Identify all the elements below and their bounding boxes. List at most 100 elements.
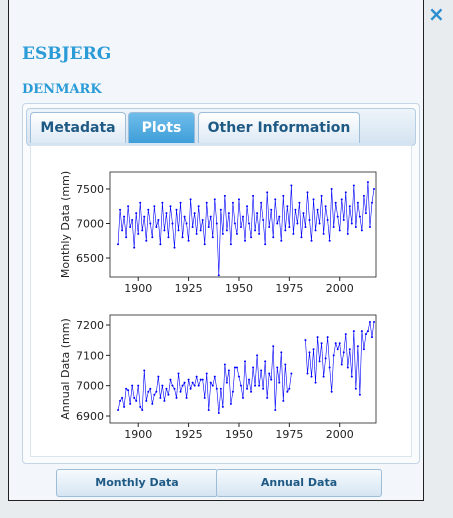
data-point <box>205 372 208 375</box>
data-point <box>119 399 122 402</box>
data-point <box>352 184 355 187</box>
data-point <box>229 243 232 246</box>
data-point <box>223 363 226 366</box>
data-point <box>123 405 126 408</box>
data-point <box>360 229 363 232</box>
data-point <box>358 215 361 218</box>
data-point <box>173 387 176 390</box>
data-point <box>294 208 297 211</box>
data-point <box>312 348 315 351</box>
data-point <box>328 239 331 242</box>
data-point <box>274 198 277 201</box>
data-point <box>143 369 146 372</box>
x-tick-label: 1900 <box>124 282 152 295</box>
data-point <box>153 393 156 396</box>
data-point <box>163 399 166 402</box>
y-tick-label: 7000 <box>76 217 104 230</box>
data-point <box>191 381 194 384</box>
data-point <box>183 381 186 384</box>
data-point <box>344 333 347 336</box>
data-point <box>290 372 293 375</box>
data-point <box>187 378 190 381</box>
data-point <box>239 225 242 228</box>
data-point <box>141 408 144 411</box>
data-point <box>318 222 321 225</box>
data-point <box>282 399 285 402</box>
y-tick-label: 6900 <box>76 410 104 423</box>
data-point <box>119 208 122 211</box>
data-point <box>352 330 355 333</box>
tab[interactable]: Other Information <box>198 112 360 143</box>
data-point <box>125 236 128 239</box>
data-point <box>316 208 319 211</box>
data-point <box>147 208 150 211</box>
data-point <box>195 232 198 235</box>
data-point <box>350 375 353 378</box>
data-point <box>225 381 228 384</box>
data-point <box>310 375 313 378</box>
data-point <box>123 215 126 218</box>
data-point <box>223 194 226 197</box>
data-point <box>237 375 240 378</box>
data-point <box>360 330 363 333</box>
data-point <box>219 387 222 390</box>
data-point <box>133 246 136 249</box>
x-tick-label: 1900 <box>124 428 152 441</box>
data-point <box>364 333 367 336</box>
chart: 1900 1925 1950 1975 2000 6500 7000 7500 Monthly … <box>45 158 395 298</box>
data-point <box>336 215 339 218</box>
data-point <box>195 375 198 378</box>
data-point <box>187 239 190 242</box>
data-point <box>209 215 212 218</box>
station-title: ESBJERG <box>22 44 112 64</box>
data-point <box>133 396 136 399</box>
data-point <box>282 194 285 197</box>
data-point <box>193 384 196 387</box>
tab[interactable]: Metadata <box>30 112 126 143</box>
data-point <box>270 208 273 211</box>
x-tick-label: 2000 <box>326 428 354 441</box>
data-point <box>272 236 275 239</box>
data-point <box>320 194 323 197</box>
data-point <box>268 225 271 228</box>
button[interactable]: Monthly Data <box>56 469 218 497</box>
tab-active[interactable]: Plots <box>128 112 195 143</box>
data-point <box>358 393 361 396</box>
data-point <box>264 243 267 246</box>
data-point <box>147 390 150 393</box>
data-point <box>219 208 222 211</box>
data-point <box>246 387 249 390</box>
data-point <box>197 384 200 387</box>
data-point <box>135 399 138 402</box>
data-point <box>296 222 299 225</box>
y-tick-label: 7000 <box>76 380 104 393</box>
data-point <box>328 366 331 369</box>
data-point <box>252 366 255 369</box>
data-point <box>183 215 186 218</box>
data-point <box>280 351 283 354</box>
data-point <box>171 222 174 225</box>
data-point <box>310 239 313 242</box>
button[interactable]: Annual Data <box>216 469 382 497</box>
data-point <box>125 387 128 390</box>
data-point <box>362 194 365 197</box>
data-point <box>292 232 295 235</box>
data-point <box>185 396 188 399</box>
data-point <box>193 212 196 215</box>
data-point <box>199 229 202 232</box>
data-point <box>175 208 178 211</box>
close-button[interactable]: × <box>428 2 445 26</box>
data-point <box>239 384 242 387</box>
x-tick-label: 2000 <box>326 282 354 295</box>
data-point <box>139 201 142 204</box>
data-point <box>213 375 216 378</box>
x-tick-label: 1975 <box>275 428 303 441</box>
y-axis-label: Annual Data (mm) <box>59 318 72 420</box>
data-point <box>348 205 351 208</box>
data-point <box>231 201 234 204</box>
data-point <box>167 393 170 396</box>
data-point <box>324 357 327 360</box>
data-point <box>117 408 120 411</box>
data-point <box>304 225 307 228</box>
